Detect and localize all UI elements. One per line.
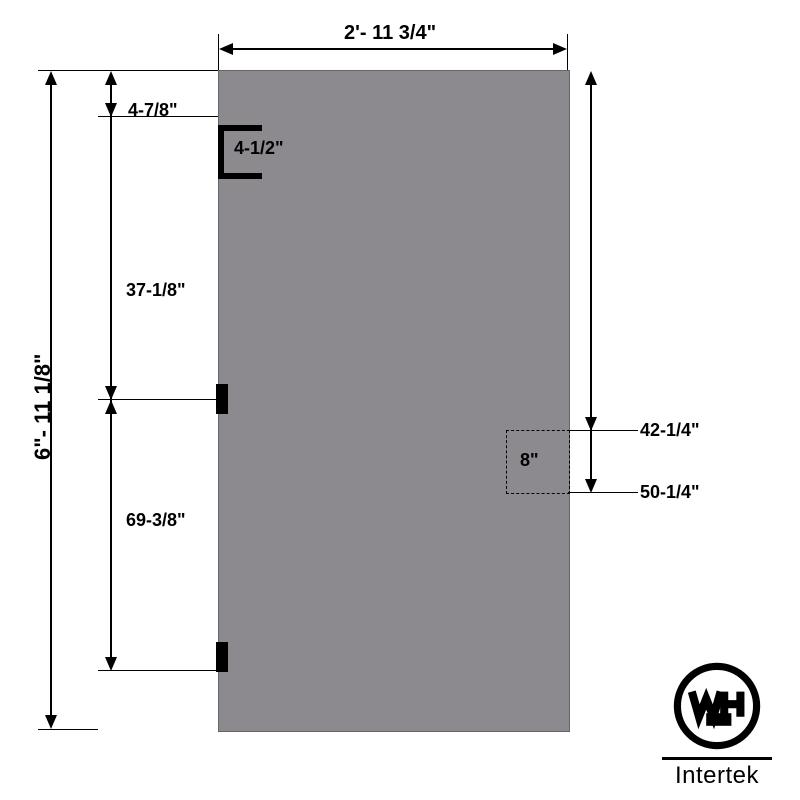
certification-logo: Intertek bbox=[662, 661, 772, 790]
logo-divider bbox=[662, 757, 772, 760]
cutout-top-label: 42-1/4" bbox=[640, 420, 700, 441]
top-offset-label: 4-7/8" bbox=[128, 100, 178, 121]
height-arrow-down bbox=[45, 715, 57, 729]
width-tick-right bbox=[567, 34, 568, 70]
cutout-arrow-up bbox=[585, 71, 597, 85]
bracket-depth-label: 4-1/2" bbox=[234, 138, 284, 159]
cutout-arrow-d2 bbox=[585, 479, 597, 493]
hinge-arrow-mid bbox=[105, 386, 117, 400]
width-dim-line bbox=[232, 48, 554, 50]
hinge-tick-low bbox=[98, 670, 218, 671]
hinge-lower bbox=[216, 642, 228, 672]
height-tick-bot bbox=[38, 729, 98, 730]
lower-hinge-label: 69-3/8" bbox=[126, 510, 186, 531]
hinge-upper bbox=[216, 384, 228, 414]
cutout-size-label: 8" bbox=[520, 450, 539, 471]
hinge-arrow-mid2 bbox=[105, 400, 117, 414]
cutout-arrow-d1 bbox=[585, 417, 597, 431]
cutout-tick-top bbox=[568, 430, 638, 431]
cutout-tick-bot bbox=[568, 492, 638, 493]
door-slab bbox=[218, 70, 570, 732]
height-label: 6"- 11 1/8" bbox=[30, 354, 56, 461]
logo-text: Intertek bbox=[662, 762, 772, 790]
width-arrow-left bbox=[219, 43, 233, 55]
hinge-arrow-bracket bbox=[105, 103, 117, 117]
cutout-bot-label: 50-1/4" bbox=[640, 482, 700, 503]
hinge-arrow-down bbox=[105, 657, 117, 671]
technical-drawing: 2'- 11 3/4" 6"- 11 1/8" 4-7/8" 37-1/8" 6… bbox=[0, 0, 800, 800]
height-arrow-up bbox=[45, 71, 57, 85]
hinge-dim-line bbox=[110, 84, 112, 658]
hinge-arrow-up bbox=[105, 71, 117, 85]
wh-mark-icon bbox=[672, 661, 762, 751]
width-arrow-right bbox=[553, 43, 567, 55]
width-label: 2'- 11 3/4" bbox=[340, 22, 440, 45]
upper-hinge-label: 37-1/8" bbox=[126, 280, 186, 301]
